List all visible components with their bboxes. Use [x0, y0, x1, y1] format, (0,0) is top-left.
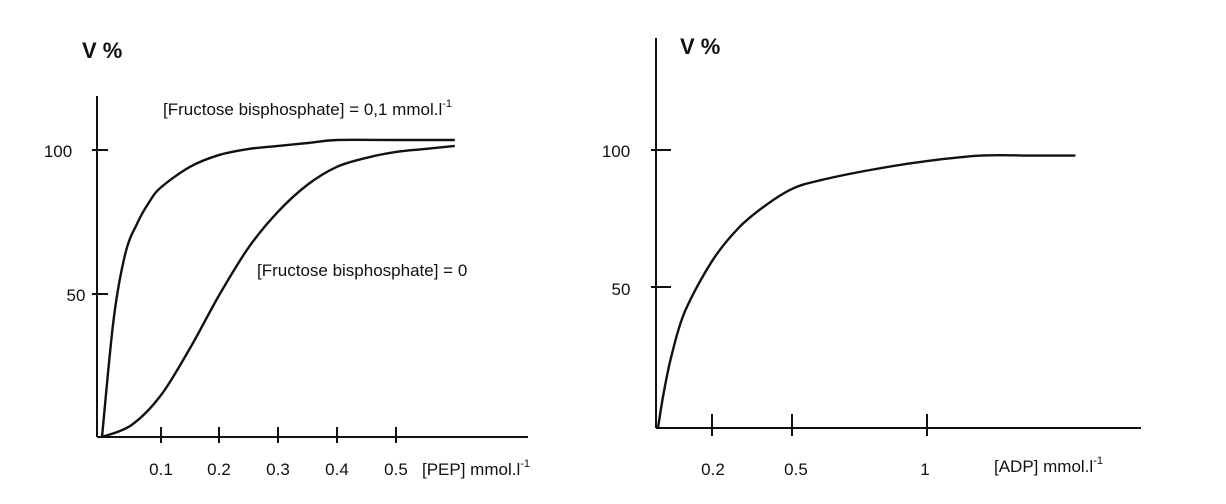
- x-axis-label-text: [PEP] mmol.l: [422, 460, 520, 479]
- x-tick-label: 0.5: [384, 460, 408, 479]
- x-axis-label: [PEP] mmol.l-1: [422, 458, 530, 479]
- series-label-fructose-0: [Fructose bisphosphate] = 0: [257, 261, 467, 280]
- x-tick-label: 0.1: [149, 460, 173, 479]
- y-tick-label-50: 50: [612, 280, 631, 299]
- x-tick-label: 0.5: [784, 460, 808, 479]
- chart-adp: V % 100 50 0.2 0.5 1 [ADP] mmol.l-1: [602, 34, 1141, 479]
- y-tick-label-50: 50: [67, 286, 86, 305]
- x-tick-label: 0.3: [266, 460, 290, 479]
- series-line-fructose-0-1: [100, 138, 455, 438]
- x-ticks: [160, 427, 397, 443]
- x-axis-label-text: [ADP] mmol.l: [994, 457, 1093, 476]
- y-tick-label-100: 100: [44, 142, 72, 161]
- x-tick-label: 0.2: [701, 460, 725, 479]
- x-axis-label-sup: -1: [1093, 455, 1103, 467]
- x-tick-label: 1: [920, 460, 929, 479]
- y-tick-label-100: 100: [602, 142, 630, 161]
- x-tick-label: 0.2: [207, 460, 231, 479]
- series-label-text: [Fructose bisphosphate] = 0,1 mmol.l: [163, 100, 442, 119]
- y-axis-label: V %: [82, 38, 122, 63]
- series-line-adp: [656, 153, 1076, 429]
- series-line-fructose-0: [101, 144, 455, 439]
- x-axis-label-sup: -1: [520, 458, 530, 470]
- chart-pep: V % 100 50 0.1 0.2 0.3 0.4 0.5 [PEP] mmo…: [44, 38, 530, 479]
- x-axis-label: [ADP] mmol.l-1: [994, 455, 1103, 476]
- series-label-fructose-0-1: [Fructose bisphosphate] = 0,1 mmol.l-1: [163, 98, 452, 119]
- y-axis-label: V %: [680, 34, 720, 59]
- series-label-sup: -1: [442, 98, 452, 110]
- x-tick-label: 0.4: [325, 460, 349, 479]
